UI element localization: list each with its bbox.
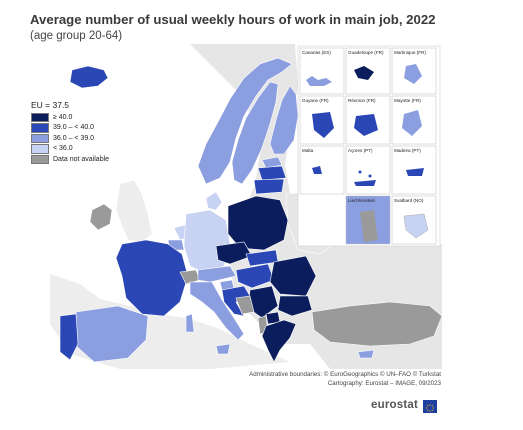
region-estonia <box>261 156 283 169</box>
inset-madeira: Madeira (PT) <box>394 148 421 153</box>
legend-item: 36.0 – < 39.0 <box>31 133 109 144</box>
credit-cartography: Cartography: Eurostat – IMAGE, 09/2023 <box>327 379 441 387</box>
region-ireland <box>89 203 113 231</box>
map-subtitle: (age group 20-64) <box>30 30 123 42</box>
region-greece <box>261 319 297 363</box>
europe-map: Canarias (ES) Guadeloupe (FR) Martinique… <box>30 44 442 369</box>
region-lithuania <box>253 178 285 195</box>
inset-mayotte: Mayotte (FR) <box>394 98 421 103</box>
region-cyprus <box>357 349 375 359</box>
legend-item: < 36.0 <box>31 144 109 155</box>
region-finland <box>269 85 299 155</box>
region-france <box>115 239 189 317</box>
legend-item: 39.0 – < 40.0 <box>31 123 109 134</box>
region-czechia <box>215 241 253 265</box>
region-turkey <box>311 301 442 347</box>
region-poland <box>227 195 289 251</box>
region-sardinia <box>185 313 195 333</box>
region-iceland <box>69 65 109 89</box>
inset-azores: Açores (PT) <box>348 148 373 153</box>
eurostat-logo-text: eurostat <box>371 399 418 411</box>
region-latvia <box>257 165 287 181</box>
inset-malta: Malta <box>302 148 314 153</box>
region-italy <box>189 281 245 341</box>
inset-reunion: Réunion (FR) <box>348 98 376 103</box>
eu-flag-icon <box>423 400 437 413</box>
map-legend: EU = 37.5 ≥ 40.0 39.0 – < 40.0 36.0 – < … <box>31 100 109 165</box>
region-sweden <box>231 81 279 185</box>
inset-guyane: Guyane (FR) <box>302 98 329 103</box>
region-portugal <box>59 313 79 361</box>
map-title: Average number of usual weekly hours of … <box>30 12 436 27</box>
inset-liechtenstein: Liechtenstein <box>348 198 376 203</box>
inset-guadeloupe: Guadeloupe (FR) <box>348 50 384 55</box>
region-norway <box>197 57 293 185</box>
region-bulgaria <box>277 295 313 317</box>
region-spain <box>75 305 149 363</box>
region-sicily <box>215 343 231 355</box>
credit-boundaries: Administrative boundaries: © EuroGeograp… <box>249 371 441 378</box>
region-bosnia <box>235 295 255 315</box>
region-germany <box>183 209 231 275</box>
legend-item: Data not available <box>31 154 109 165</box>
region-romania <box>269 255 317 297</box>
inset-martinique: Martinique (FR) <box>394 50 426 55</box>
inset-canarias: Canarias (ES) <box>302 50 331 55</box>
inset-svalbard: Svalbard (NO) <box>394 198 424 203</box>
map-credits: Administrative boundaries: © EuroGeograp… <box>249 371 441 388</box>
legend-title: EU = 37.5 <box>31 100 70 110</box>
legend-item: ≥ 40.0 <box>31 112 109 123</box>
insets-panel: Canarias (ES) Guadeloupe (FR) Martinique… <box>297 45 441 247</box>
region-austria <box>197 265 237 283</box>
region-denmark <box>205 191 223 211</box>
region-hungary <box>235 263 275 289</box>
